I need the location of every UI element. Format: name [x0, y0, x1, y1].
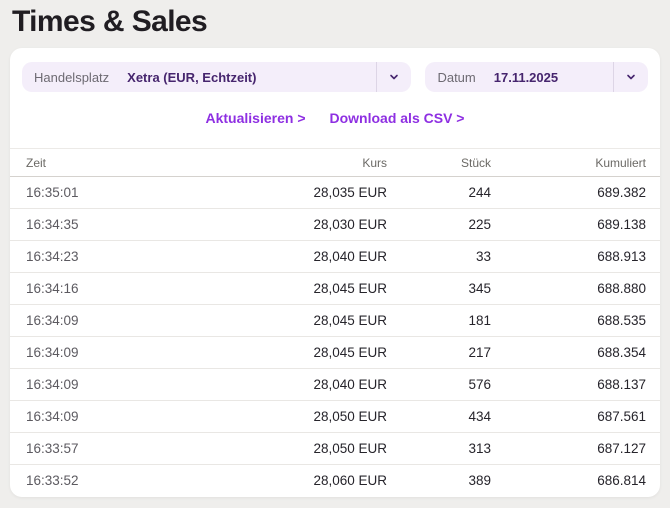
handelsplatz-label: Handelsplatz	[34, 69, 110, 85]
times-sales-card: Handelsplatz Xetra (EUR, Echtzeit) Datum…	[10, 48, 660, 497]
cell-zeit: 16:34:23	[10, 240, 244, 273]
cell-stueck: 434	[387, 400, 491, 433]
table-row: 16:34:09 28,045 EUR 181 688.535	[10, 304, 660, 337]
cell-kurs: 28,050 EUR	[244, 432, 387, 465]
handelsplatz-select[interactable]: Handelsplatz Xetra (EUR, Echtzeit)	[22, 62, 412, 92]
cell-kurs: 28,040 EUR	[244, 368, 387, 401]
table-row: 16:34:09 28,040 EUR 576 688.137	[10, 368, 660, 401]
cell-stueck: 217	[387, 336, 491, 369]
column-header-stueck: Stück	[387, 148, 491, 177]
action-links: Aktualisieren > Download als CSV >	[10, 110, 660, 126]
cell-kumuliert: 688.137	[491, 368, 660, 401]
cell-kumuliert: 689.138	[491, 208, 660, 241]
cell-stueck: 576	[387, 368, 491, 401]
table-row: 16:35:01 28,035 EUR 244 689.382	[10, 176, 660, 209]
cell-kumuliert: 686.814	[597, 473, 646, 489]
datum-select[interactable]: Datum 17.11.2025	[425, 62, 648, 92]
page-title: Times & Sales	[12, 5, 208, 38]
handelsplatz-value: Xetra (EUR, Echtzeit)	[127, 69, 257, 85]
column-header-kurs: Kurs	[244, 148, 387, 177]
refresh-link[interactable]: Aktualisieren >	[205, 110, 306, 126]
table-row: 16:34:35 28,030 EUR 225 689.138	[10, 208, 660, 241]
cell-zeit: 16:34:09	[10, 304, 244, 337]
cell-stueck: 33	[387, 240, 491, 273]
cell-stueck: 244	[387, 176, 491, 209]
cell-kurs: 28,045 EUR	[244, 272, 387, 305]
cell-kumuliert: 689.382	[491, 176, 660, 209]
column-header-zeit: Zeit	[10, 148, 244, 177]
column-header-kumuliert: Kumuliert	[491, 148, 660, 177]
cell-zeit: 16:34:35	[10, 208, 244, 241]
cell-stueck: 345	[387, 272, 491, 305]
table-row: 16:33:52 28,060 EUR 389 686.814	[10, 465, 660, 497]
cell-kurs: 28,045 EUR	[244, 304, 387, 337]
table-row: 16:34:23 28,040 EUR 33 688.913	[10, 240, 660, 273]
cell-kurs: 28,040 EUR	[244, 240, 387, 273]
cell-zeit: 16:33:57	[10, 432, 244, 465]
cell-zeit: 16:35:01	[10, 176, 244, 209]
cell-zeit: 16:34:09	[10, 336, 244, 369]
cell-kumuliert: 688.535	[491, 304, 660, 337]
table-row: 16:34:16 28,045 EUR 345 688.880	[10, 272, 660, 305]
cell-kurs: 28,050 EUR	[244, 400, 387, 433]
datum-label: Datum	[437, 69, 476, 85]
times-sales-table: Zeit Kurs Stück Kumuliert 16:35:01 28,03…	[10, 148, 660, 497]
download-csv-link[interactable]: Download als CSV >	[329, 110, 465, 126]
pill-divider	[613, 62, 614, 92]
cell-zeit: 16:34:16	[10, 272, 244, 305]
cell-kurs: 28,035 EUR	[244, 176, 387, 209]
table-row: 16:34:09 28,045 EUR 217 688.354	[10, 336, 660, 369]
table-header-row: Zeit Kurs Stück Kumuliert	[10, 148, 660, 177]
table-row: 16:33:57 28,050 EUR 313 687.127	[10, 432, 660, 465]
cell-kumuliert: 688.354	[491, 336, 660, 369]
cell-kumuliert: 687.561	[491, 400, 660, 433]
cell-stueck: 389	[468, 473, 491, 489]
cell-stueck: 313	[387, 432, 491, 465]
table-row: 16:34:09 28,050 EUR 434 687.561	[10, 400, 660, 433]
filter-controls: Handelsplatz Xetra (EUR, Echtzeit) Datum…	[10, 48, 660, 92]
cell-zeit: 16:33:52	[26, 473, 79, 489]
cell-zeit: 16:34:09	[10, 400, 244, 433]
chevron-down-icon[interactable]	[377, 71, 411, 83]
cell-zeit: 16:34:09	[10, 368, 244, 401]
cell-kurs: 28,045 EUR	[244, 336, 387, 369]
cell-kurs: 28,060 EUR	[313, 473, 387, 489]
chevron-down-icon[interactable]	[614, 71, 648, 83]
pill-divider	[376, 62, 378, 92]
cell-stueck: 225	[387, 208, 491, 241]
cell-stueck: 181	[387, 304, 491, 337]
cell-kumuliert: 687.127	[491, 432, 660, 465]
datum-value: 17.11.2025	[493, 69, 559, 85]
cell-kumuliert: 688.913	[491, 240, 660, 273]
cell-kumuliert: 688.880	[491, 272, 660, 305]
cell-kurs: 28,030 EUR	[244, 208, 387, 241]
